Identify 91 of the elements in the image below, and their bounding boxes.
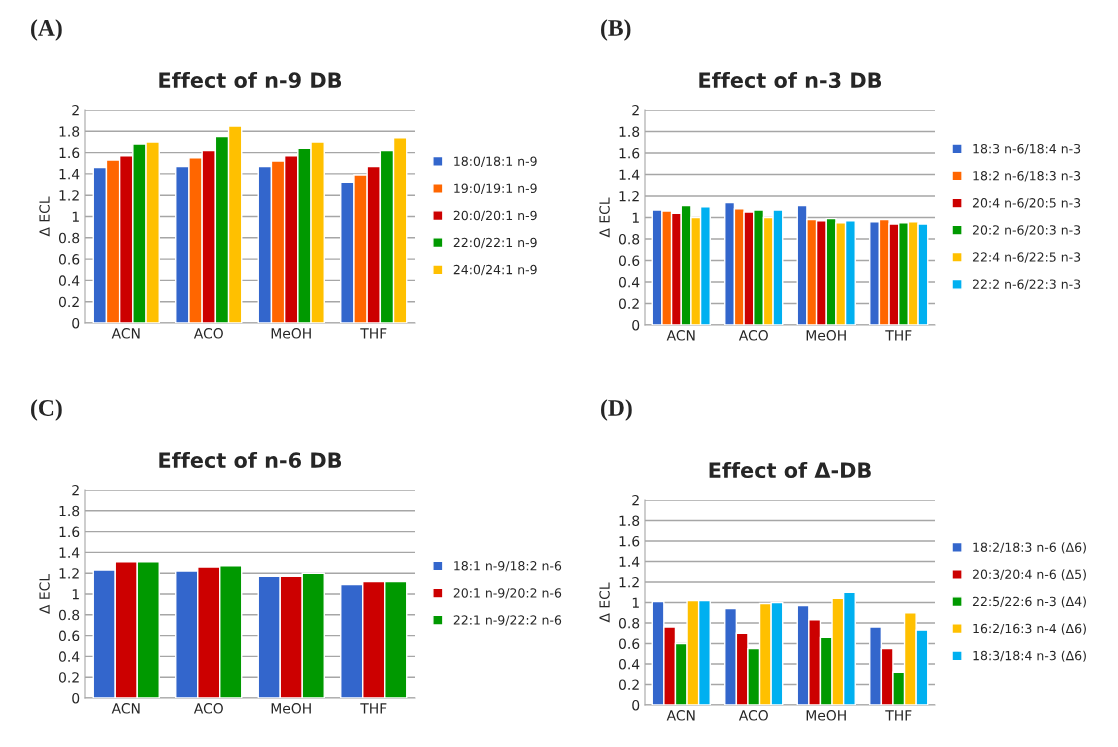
x-tick-label: ACO bbox=[193, 328, 223, 339]
x-tick-label: MeOH bbox=[271, 703, 311, 714]
legend-label: 22:0/22:1 n-9 bbox=[453, 237, 537, 249]
legend-label: 20:2 n-6/20:3 n-3 bbox=[972, 225, 1081, 236]
x-tick-label: ACO bbox=[738, 330, 768, 341]
legend-label: 19:0/19:1 n-9 bbox=[454, 183, 537, 195]
legend-label: 18:2 n-6/18:3 n-3 bbox=[973, 171, 1081, 182]
text: (B) bbox=[601, 19, 631, 41]
y-tick-label: 0.8 bbox=[618, 617, 640, 629]
y-tick-label: 1.6 bbox=[59, 526, 80, 538]
y-tick-label: 1.2 bbox=[59, 568, 79, 579]
legend-label: 18:3/18:4 n-3 (Δ6) bbox=[973, 650, 1086, 662]
x-tick-label: MeOH bbox=[806, 710, 846, 721]
y-tick-label: 1.8 bbox=[59, 126, 80, 137]
x-tick-label: THF bbox=[360, 703, 387, 714]
y-tick-label: 1.6 bbox=[619, 147, 640, 159]
y-tick-label: 0 bbox=[632, 319, 640, 331]
x-tick-label: THF bbox=[360, 328, 387, 339]
y-tick-label: 1 bbox=[632, 597, 639, 608]
y-tick-label: 2 bbox=[632, 494, 639, 506]
legend-label: 18:0/18:1 n-9 bbox=[454, 156, 537, 167]
y-tick-label: 0.4 bbox=[618, 658, 640, 670]
legend-label: 22:5/22:6 n-3 (Δ4) bbox=[972, 596, 1086, 608]
y-tick-label: 1.4 bbox=[619, 556, 640, 567]
x-tick-label: ACO bbox=[738, 710, 768, 721]
x-tick-label: THF bbox=[885, 330, 912, 341]
legend-label: 18:2/18:3 n-6 (Δ6) bbox=[973, 542, 1086, 554]
x-tick-label: MeOH bbox=[806, 330, 846, 341]
y-tick-label: 2 bbox=[632, 104, 639, 116]
y-tick-label: 0.6 bbox=[58, 630, 80, 642]
y-tick-label: 1.8 bbox=[619, 126, 640, 137]
y-tick-label: 1.6 bbox=[619, 535, 640, 547]
y-tick-label: 0.8 bbox=[618, 233, 640, 245]
y-tick-label: 1.2 bbox=[619, 576, 639, 588]
y-tick-label: 0.2 bbox=[58, 296, 79, 308]
y-tick-label: 0.2 bbox=[618, 679, 639, 690]
y-tick-label: 1.2 bbox=[59, 190, 79, 201]
legend-label: 20:0/20:1 n-9 bbox=[453, 210, 537, 222]
x-tick-label: ACN bbox=[111, 328, 140, 339]
y-tick-label: 0.4 bbox=[58, 651, 80, 662]
text: (C) bbox=[31, 399, 62, 421]
text: (A) bbox=[31, 19, 62, 41]
y-tick-label: 1.2 bbox=[619, 190, 639, 202]
y-tick-label: 0.6 bbox=[618, 255, 640, 266]
y-tick-label: 0.2 bbox=[618, 298, 639, 309]
legend-label: 18:3 n-6/18:4 n-3 bbox=[973, 143, 1081, 155]
y-tick-label: 0.8 bbox=[58, 232, 80, 244]
x-tick-label: ACN bbox=[111, 703, 140, 714]
legend-label: 18:1 n-9/18:2 n-6 bbox=[454, 561, 562, 572]
y-tick-label: 0.8 bbox=[58, 609, 80, 621]
y-tick-label: 0 bbox=[72, 317, 80, 329]
y-tick-label: 1.8 bbox=[619, 515, 640, 526]
y-tick-label: 0 bbox=[632, 699, 640, 711]
y-tick-label: 0.2 bbox=[58, 672, 79, 683]
y-axis-title: Δ ECL bbox=[39, 574, 50, 614]
x-tick-label: ACN bbox=[666, 330, 695, 341]
legend-label: 16:2/16:3 n-4 (Δ6) bbox=[973, 623, 1086, 635]
y-tick-label: 1.4 bbox=[59, 169, 80, 180]
y-tick-label: 2 bbox=[72, 104, 79, 116]
chart-title: Effect of n-6 DB bbox=[159, 451, 342, 469]
x-tick-label: ACO bbox=[193, 703, 223, 714]
chart-title: Effect of n-3 DB bbox=[699, 71, 882, 89]
y-tick-label: 1.6 bbox=[59, 147, 80, 159]
y-tick-label: 0.6 bbox=[58, 254, 80, 265]
chart-title: Effect of Δ-DB bbox=[709, 461, 871, 479]
legend-label: 22:4 n-6/22:5 n-3 bbox=[972, 252, 1081, 263]
y-tick-label: 1 bbox=[632, 212, 639, 223]
y-tick-label: 1 bbox=[72, 211, 79, 222]
x-tick-label: ACN bbox=[666, 710, 695, 721]
y-axis-title: Δ ECL bbox=[599, 197, 610, 238]
legend-label: 22:2 n-6/22:3 n-3 bbox=[972, 279, 1081, 290]
legend-label: 24:0/24:1 n-9 bbox=[453, 264, 537, 276]
chart-title: Effect of n-9 DB bbox=[159, 71, 342, 89]
y-tick-label: 0.6 bbox=[618, 638, 640, 649]
y-tick-label: 0.4 bbox=[618, 276, 640, 288]
text: (D) bbox=[601, 399, 632, 421]
y-tick-label: 0 bbox=[72, 692, 80, 704]
y-tick-label: 1 bbox=[72, 589, 79, 600]
y-tick-label: 0.4 bbox=[58, 275, 80, 286]
x-tick-label: MeOH bbox=[271, 328, 311, 339]
y-tick-label: 1.8 bbox=[59, 505, 80, 517]
legend-label: 22:1 n-9/22:2 n-6 bbox=[453, 615, 562, 626]
x-tick-label: THF bbox=[885, 710, 912, 721]
y-tick-label: 1.4 bbox=[59, 547, 80, 558]
legend-label: 20:4 n-6/20:5 n-3 bbox=[972, 198, 1081, 209]
y-axis-title: Δ ECL bbox=[39, 196, 50, 237]
legend-label: 20:1 n-9/20:2 n-6 bbox=[453, 588, 562, 599]
y-axis-title: Δ ECL bbox=[599, 582, 610, 623]
y-tick-label: 2 bbox=[72, 484, 79, 496]
legend-label: 20:3/20:4 n-6 (Δ5) bbox=[972, 569, 1086, 581]
y-tick-label: 1.4 bbox=[619, 169, 640, 180]
